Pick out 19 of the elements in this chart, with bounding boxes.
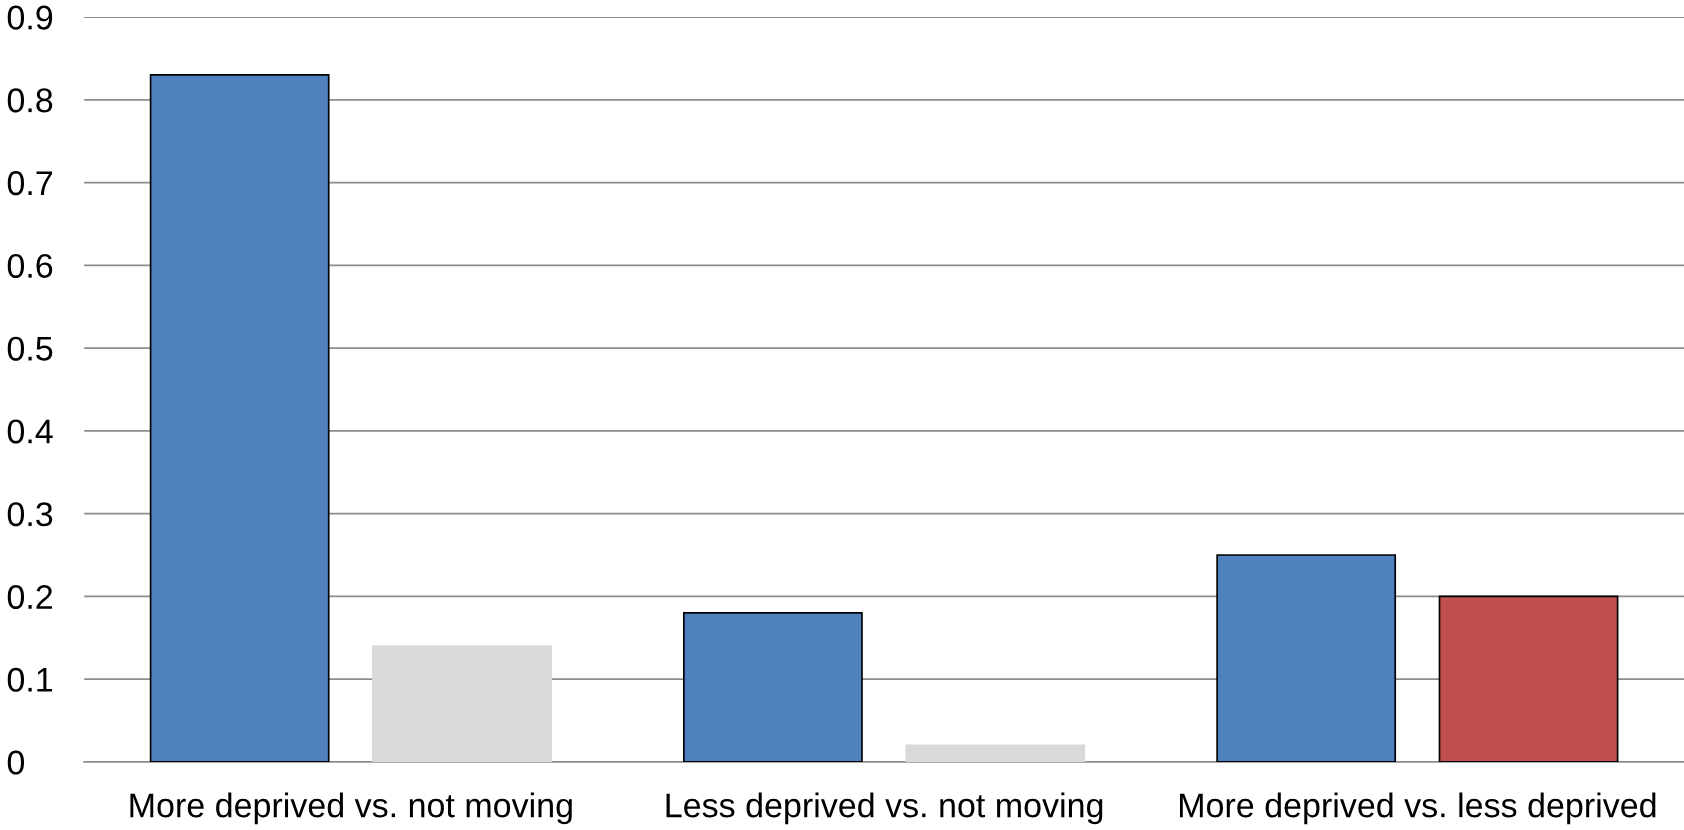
y-tick-label: 0.3 — [7, 502, 53, 527]
bar — [905, 744, 1086, 762]
y-tick-label: 0.5 — [7, 336, 53, 361]
y-tick-label: 0.2 — [7, 584, 53, 610]
bar — [149, 74, 330, 762]
y-tick-label: 0 — [7, 750, 25, 775]
y-tick-label: 0.7 — [7, 171, 53, 196]
y-tick-label: 0.1 — [7, 667, 53, 692]
x-tick-label: More deprived vs. not moving — [130, 792, 572, 825]
x-tick-label: More deprived vs. less deprived — [1179, 792, 1656, 825]
bar — [683, 612, 863, 762]
x-tick-label: Less deprived vs. not moving — [666, 792, 1103, 825]
bar — [1438, 595, 1619, 762]
y-tick-label: 0.9 — [7, 5, 53, 30]
bar — [1216, 554, 1397, 762]
y-tick-label: 0.6 — [7, 253, 53, 278]
y-tick-label: 0.8 — [7, 88, 53, 113]
bar — [372, 645, 552, 762]
y-tick-label: 0.4 — [7, 419, 53, 444]
